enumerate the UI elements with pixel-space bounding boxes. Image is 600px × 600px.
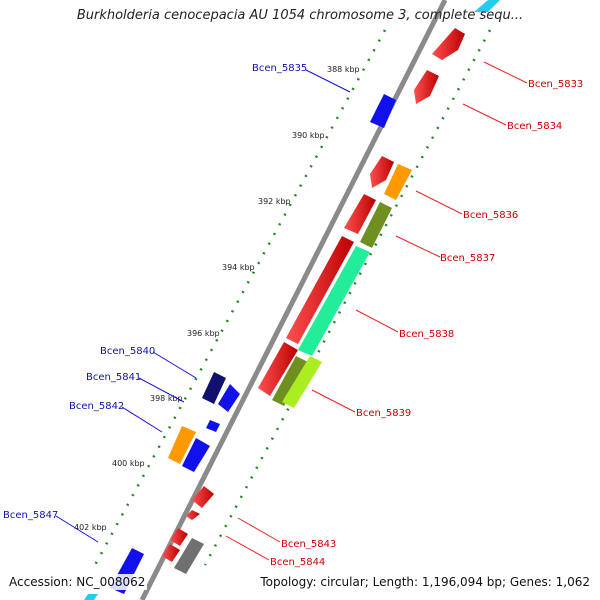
- gene-arrow-bcen-5836[interactable]: [384, 164, 412, 200]
- leader-line-bcen-5833: [483, 61, 528, 84]
- gene-arrow-cyan-top[interactable]: [474, 0, 500, 12]
- tick-line-outer-left: [93, 29, 387, 566]
- gene-arrow-bcen-5842-blue[interactable]: [182, 438, 210, 472]
- gene-label-bcen-5844[interactable]: Bcen_5844: [270, 557, 325, 568]
- topology-label: Topology: circular; Length: 1,196,094 bp…: [258, 574, 592, 590]
- gene-arrow-red-small-b[interactable]: [162, 544, 180, 562]
- gene-label-bcen-5834[interactable]: Bcen_5834: [507, 121, 562, 132]
- leader-line-bcen-5842: [121, 406, 163, 433]
- gene-arrow-bcen-5833[interactable]: [432, 28, 465, 60]
- kbp-label-390: 390 kbp: [292, 131, 325, 140]
- leader-line-bcen-5836: [415, 190, 463, 215]
- gene-label-bcen-5838[interactable]: Bcen_5838: [399, 329, 454, 340]
- leader-line-bcen-5840: [152, 351, 197, 379]
- kbp-label-398: 398 kbp: [150, 394, 183, 403]
- accession-label: Accession: NC_008062: [7, 574, 148, 590]
- map-title: Burkholderia cenocepacia AU 1054 chromos…: [76, 8, 524, 23]
- gene-arrow-gray[interactable]: [174, 538, 204, 574]
- gene-label-bcen-5835[interactable]: Bcen_5835: [252, 63, 307, 74]
- kbp-label-392: 392 kbp: [258, 197, 291, 206]
- gene-label-bcen-5840[interactable]: Bcen_5840: [100, 346, 155, 357]
- leader-line-bcen-5847: [55, 515, 99, 543]
- gene-arrow-bcen-5841[interactable]: [218, 384, 240, 412]
- leader-line-bcen-5844: [225, 535, 270, 561]
- tick-line-inner-right: [203, 29, 492, 566]
- gene-label-bcen-5837[interactable]: Bcen_5837: [440, 253, 495, 264]
- gene-arrow-bcen-5840[interactable]: [202, 372, 226, 404]
- gene-arrow-bcen-5835[interactable]: [370, 94, 396, 128]
- leader-line-bcen-5834: [462, 103, 507, 126]
- chromosome-backbone: [139, 0, 448, 600]
- gene-arrow-bcen-5839-red[interactable]: [258, 342, 298, 396]
- kbp-label-402: 402 kbp: [74, 523, 107, 532]
- gene-arrow-bcen-5843[interactable]: [192, 486, 214, 508]
- gene-arrow-bcen-5842[interactable]: [168, 426, 196, 464]
- gene-arrow-bcen-5837-red[interactable]: [344, 194, 376, 234]
- gene-arrow-bcen-5838-red[interactable]: [286, 236, 354, 344]
- kbp-label-388: 388 kbp: [327, 65, 360, 74]
- leader-line-bcen-5839: [311, 389, 356, 413]
- leader-line-bcen-5843: [237, 517, 281, 543]
- gene-arrow-cyan-bottom[interactable]: [84, 594, 98, 600]
- gene-label-bcen-5836[interactable]: Bcen_5836: [463, 210, 518, 221]
- gene-label-bcen-5839[interactable]: Bcen_5839: [356, 408, 411, 419]
- gene-label-bcen-5847[interactable]: Bcen_5847: [3, 510, 58, 521]
- gene-label-bcen-5843[interactable]: Bcen_5843: [281, 539, 336, 550]
- gene-arrow-small-blue[interactable]: [206, 420, 220, 432]
- leader-line-bcen-5838: [355, 309, 399, 333]
- leader-line-bcen-5841: [138, 377, 185, 403]
- kbp-label-400: 400 kbp: [112, 459, 145, 468]
- gene-arrow-bcen-5839[interactable]: [282, 356, 322, 408]
- gene-label-bcen-5833[interactable]: Bcen_5833: [528, 79, 583, 90]
- gene-arrow-bcen-5837[interactable]: [360, 202, 392, 248]
- gene-arrow-bcen-5834[interactable]: [414, 70, 439, 104]
- gene-label-bcen-5842[interactable]: Bcen_5842: [69, 401, 124, 412]
- kbp-label-394: 394 kbp: [222, 263, 255, 272]
- gene-label-bcen-5841[interactable]: Bcen_5841: [86, 372, 141, 383]
- gene-arrow-bcen-5844[interactable]: [186, 510, 200, 520]
- leader-line-bcen-5837: [395, 235, 441, 258]
- kbp-label-396: 396 kbp: [187, 329, 220, 338]
- gene-arrow-bcen-5836-red[interactable]: [370, 156, 394, 188]
- gene-arrow-bcen-5838[interactable]: [298, 246, 370, 356]
- gene-arrow-bcen-5839-olive[interactable]: [272, 356, 308, 406]
- leader-line-bcen-5835: [305, 69, 351, 93]
- gene-arrow-red-small-a[interactable]: [170, 528, 188, 546]
